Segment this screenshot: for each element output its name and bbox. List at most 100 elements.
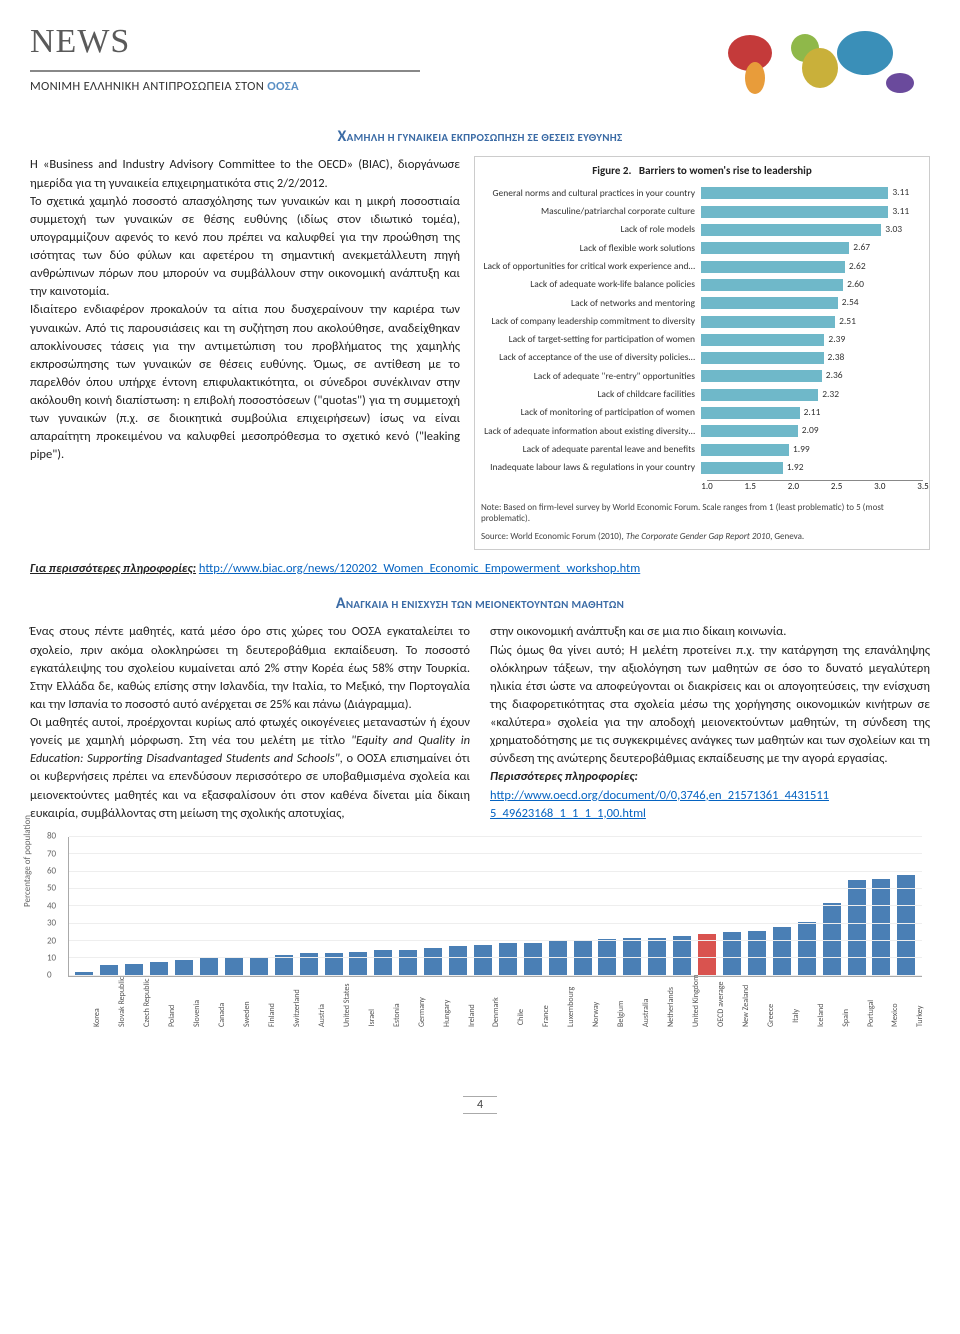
- figure2-bar-row: General norms and cultural practices in …: [481, 187, 923, 200]
- figure2-bar-track: 2.39: [701, 334, 923, 346]
- header-left: NEWS ΜΟΝΙΜΗ ΕΛΛΗΝΙΚΗ ΑΝΤΙΠΡΟΣΩΠΕΙΑ ΣΤΟΝ …: [30, 18, 720, 95]
- dropout-chart-xlabel: United Kingdom: [691, 1009, 702, 1027]
- figure2-bar-value: 3.11: [892, 205, 909, 218]
- dropout-chart-ytick: 50: [47, 883, 56, 896]
- figure2-bar-fill: [701, 187, 888, 199]
- figure2-bar-row: Lack of adequate work-life balance polic…: [481, 278, 923, 291]
- figure2-bar-row: Lack of adequate information about exist…: [481, 425, 923, 438]
- section2-dropcap: Α: [336, 594, 346, 613]
- dropout-chart-xlabel: Turkey: [915, 1009, 926, 1027]
- more-info-link[interactable]: http://www.biac.org/news/120202_Women_Ec…: [199, 561, 640, 576]
- figure2-bar-label: Lack of networks and mentoring: [481, 297, 701, 310]
- dropout-chart-bar: [200, 958, 218, 975]
- figure2-bar-label: General norms and cultural practices in …: [481, 187, 701, 200]
- figure2-bar-row: Lack of monitoring of participation of w…: [481, 406, 923, 419]
- dropout-chart-xlabel: Iceland: [816, 1009, 827, 1027]
- section2-content: Ένας στους πέντε μαθητές, κατά μέσο όρο …: [30, 623, 930, 822]
- figure2-bar-value: 2.36: [826, 369, 843, 382]
- figure2-bar-track: 2.62: [701, 261, 923, 273]
- figure2-xaxis-tick: 3.0: [874, 481, 885, 494]
- figure2-bar-fill: [701, 261, 845, 273]
- figure2-bar-value: 2.38: [828, 351, 845, 364]
- figure2-bar-value: 1.99: [793, 443, 810, 456]
- dropout-chart-bar: [897, 875, 915, 976]
- figure2-bar-label: Lack of monitoring of participation of w…: [481, 406, 701, 419]
- header-subtitle: ΜΟΝΙΜΗ ΕΛΛΗΝΙΚΗ ΑΝΤΙΠΡΟΣΩΠΕΙΑ ΣΤΟΝ ΟΟΣΑ: [30, 78, 720, 96]
- dropout-chart-ytick: 80: [47, 831, 56, 844]
- dropout-chart-xlabel: Netherlands: [666, 1009, 677, 1027]
- dropout-chart-bar: [399, 950, 417, 976]
- dropout-chart-bar: [773, 927, 791, 976]
- dropout-chart-gridline: [69, 871, 922, 872]
- figure2-bar-row: Lack of target-setting for participation…: [481, 333, 923, 346]
- dropout-chart-gridline: [69, 888, 922, 889]
- dropout-chart-bar: [798, 922, 816, 976]
- figure2-bar-value: 1.92: [787, 461, 804, 474]
- figure2-bar-value: 3.11: [892, 186, 909, 199]
- dropout-chart-xlabel: Czech Republic: [142, 1009, 153, 1027]
- dropout-chart-bar: [673, 936, 691, 976]
- figure2-title-prefix: Figure 2.: [592, 164, 631, 177]
- section1-dropcap: Χ: [338, 127, 347, 146]
- figure2-bar-label: Lack of adequate information about exist…: [481, 425, 701, 438]
- dropout-chart-xlabel: Luxembourg: [566, 1009, 577, 1027]
- dropout-chart-xlabel: OECD average: [716, 1009, 727, 1027]
- section1-more-info: Για περισσότερες πληροφορίες: http://www…: [30, 560, 930, 578]
- figure2-bar-row: Lack of childcare facilities2.32: [481, 388, 923, 401]
- section1-content: Η «Business and Industry Advisory Commit…: [30, 156, 930, 549]
- figure2-bars: General norms and cultural practices in …: [481, 187, 923, 475]
- dropout-chart-gridline: [69, 923, 922, 924]
- dropout-chart-xlabel: Sweden: [242, 1009, 253, 1027]
- more-info-label: Για περισσότερες πληροφορίες:: [30, 561, 196, 576]
- subtitle-accent: ΟΟΣΑ: [267, 79, 299, 94]
- dropout-chart-xlabel: Belgium: [616, 1009, 627, 1027]
- dropout-chart-xlabel: Finland: [267, 1009, 278, 1027]
- figure2-bar-track: 3.11: [701, 206, 923, 218]
- section2-col1: Ένας στους πέντε μαθητές, κατά μέσο όρο …: [30, 623, 470, 822]
- dropout-chart-bar: [374, 950, 392, 976]
- dropout-chart-bar: [848, 880, 866, 976]
- figure2-container: Figure 2. Barriers to women's rise to le…: [474, 156, 930, 549]
- figure2-bar-fill: [701, 334, 824, 346]
- figure2-bar-value: 2.67: [853, 241, 870, 254]
- dropout-chart-xlabel: France: [541, 1009, 552, 1027]
- dropout-chart-bar: [150, 962, 168, 976]
- figure2-bar-label: Masculine/patriarchal corporate culture: [481, 205, 701, 218]
- dropout-chart-bar: [250, 957, 268, 976]
- figure2-bar-fill: [701, 297, 838, 309]
- figure2-bar-track: 2.38: [701, 352, 923, 364]
- header-rule: [30, 70, 420, 72]
- figure2-bar-track: 2.09: [701, 425, 923, 437]
- dropout-chart-bar: [723, 932, 741, 975]
- dropout-chart-bar: [349, 952, 367, 976]
- dropout-chart-ylabel: Percentage of population: [22, 815, 35, 907]
- figure2-bar-row: Lack of company leadership commitment to…: [481, 315, 923, 328]
- figure2-bar-row: Lack of acceptance of the use of diversi…: [481, 351, 923, 364]
- figure2-bar-value: 3.03: [885, 223, 902, 236]
- dropout-chart-ytick: 70: [47, 848, 56, 861]
- dropout-chart-plot: 01020304050607080: [68, 837, 922, 977]
- dropout-chart-xlabel: Korea: [92, 1009, 103, 1027]
- figure2-xaxis: 1.01.52.02.53.03.5: [707, 480, 923, 496]
- figure2-bar-fill: [701, 224, 881, 236]
- figure2-bar-label: Lack of target-setting for participation…: [481, 333, 701, 346]
- figure2-bar-row: Inadequate labour laws & regulations in …: [481, 461, 923, 474]
- figure2-bar-row: Lack of flexible work solutions 2.67: [481, 242, 923, 255]
- dropout-chart-bar: [872, 879, 890, 976]
- figure2-bar-label: Lack of adequate work-life balance polic…: [481, 278, 701, 291]
- dropout-chart-ytick: 30: [47, 917, 56, 930]
- section1-body: Η «Business and Industry Advisory Commit…: [30, 156, 460, 464]
- figure2-bar-value: 2.11: [804, 406, 821, 419]
- page-header: NEWS ΜΟΝΙΜΗ ΕΛΛΗΝΙΚΗ ΑΝΤΙΠΡΟΣΩΠΕΙΑ ΣΤΟΝ …: [30, 0, 930, 116]
- figure2-bar-label: Lack of flexible work solutions: [481, 242, 701, 255]
- figure2-bar-track: 3.03: [701, 224, 923, 236]
- figure2-source: Source: World Economic Forum (2010), The…: [481, 531, 923, 543]
- dropout-chart-bar: [574, 941, 592, 976]
- dropout-chart-xlabel: Spain: [841, 1009, 852, 1027]
- figure2-bar-label: Lack of company leadership commitment to…: [481, 315, 701, 328]
- figure2-bar-track: 2.36: [701, 370, 923, 382]
- dropout-chart-xlabel: Israel: [367, 1009, 378, 1027]
- figure2-bar-track: 3.11: [701, 187, 923, 199]
- section2-heading: ΑΝΑΓΚΑΙΑ Η ΕΝΙΣΧΥΣΗ ΤΩΝ ΜΕΙΟΝΕΚΤΟΥΝΤΩΝ Μ…: [30, 593, 930, 615]
- dropout-chart-gridline: [69, 853, 922, 854]
